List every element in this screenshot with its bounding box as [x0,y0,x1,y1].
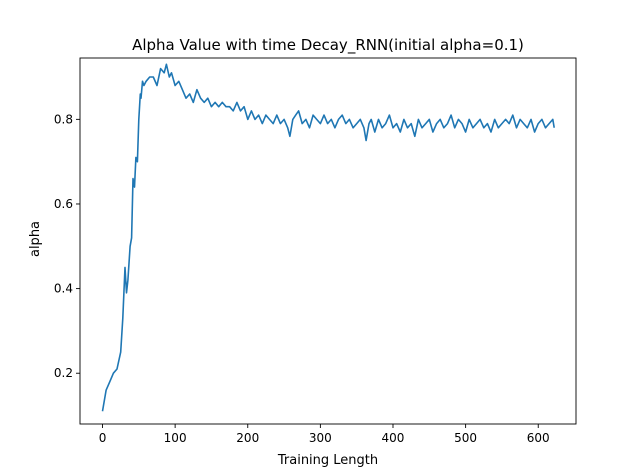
x-tick-label: 0 [99,431,107,445]
y-axis-label: alpha [28,221,43,257]
y-tick-label: 0.6 [54,197,73,211]
axes-frame [79,57,577,425]
x-tick-label: 500 [454,431,477,445]
x-tick-label: 200 [236,431,259,445]
plot-area: 0 100 200 300 400 500 600 0.2 0.4 0.6 0.8 [54,57,577,445]
x-tick-label: 600 [527,431,550,445]
y-tick-label: 0.8 [54,112,73,126]
x-tick-label: 300 [309,431,332,445]
series-line [101,63,555,412]
y-tick-label: 0.4 [54,282,73,296]
chart-title: Alpha Value with time Decay_RNN(initial … [132,36,524,55]
x-tick-label: 100 [164,431,187,445]
y-tick-label: 0.2 [54,366,73,380]
x-axis-label: Training Length [277,453,378,468]
x-tick-label: 400 [382,431,405,445]
